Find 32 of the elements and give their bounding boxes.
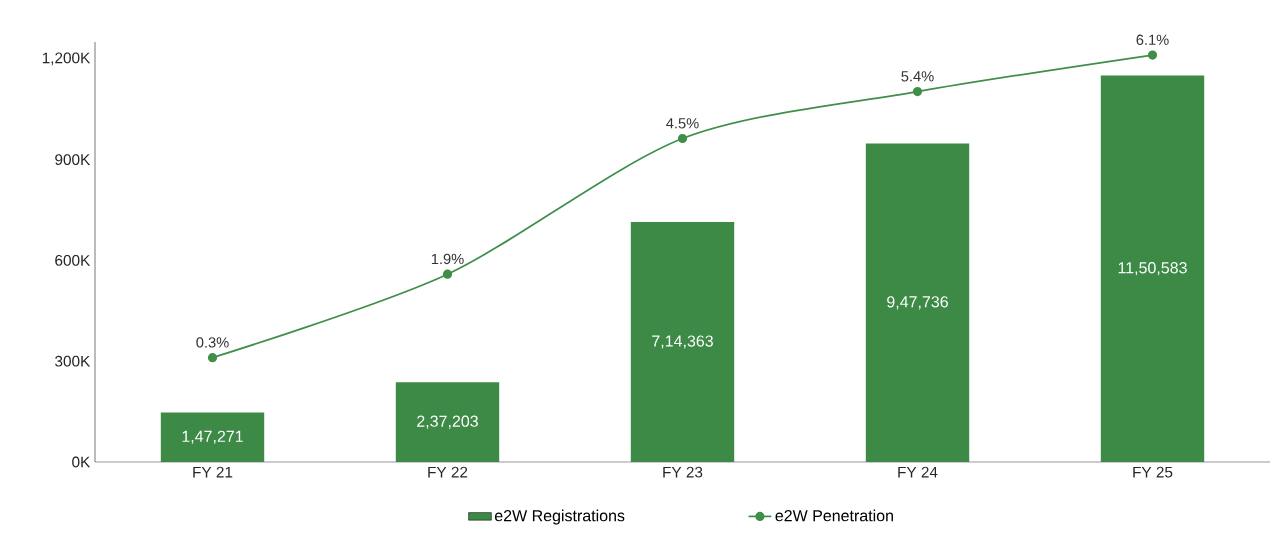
data-label: 9,47,736 (887, 296, 948, 310)
y-tick-label: 900K (55, 154, 91, 166)
data-label: 4.5% (666, 118, 699, 129)
y-tick-label: 300K (55, 355, 91, 367)
bar (395, 382, 500, 462)
point (1147, 50, 1158, 60)
point (677, 133, 688, 144)
data-label: 2,37,203 (417, 415, 478, 429)
y-tick-label: 600K (55, 254, 91, 266)
x-tick-label: FY 23 (663, 466, 703, 478)
data-label: 1.9% (431, 253, 464, 265)
data-label: 11,50,583 (1118, 262, 1187, 276)
data-label: 6.1% (1136, 34, 1169, 45)
point (442, 269, 453, 279)
point (207, 353, 218, 363)
bar (865, 143, 970, 462)
point (912, 86, 923, 97)
data-label: 1,47,271 (182, 430, 243, 444)
data-label: 5.4% (901, 71, 934, 82)
x-tick-label: FY 25 (1133, 466, 1173, 478)
bar (160, 412, 265, 462)
x-tick-label: FY 21 (193, 466, 233, 478)
data-label: 0.3% (196, 337, 229, 348)
y-tick-label: 1,200K (42, 52, 91, 66)
bar (1100, 75, 1205, 462)
y-tick-label: 0K (72, 456, 91, 468)
data-label: 7,14,363 (652, 335, 713, 349)
x-tick-label: FY 24 (898, 466, 938, 478)
legend-label: e2W Registrations (494, 509, 625, 525)
legend-label: e2W Penetration (775, 509, 893, 522)
bar (630, 221, 735, 462)
x-tick-label: FY 22 (428, 466, 468, 478)
